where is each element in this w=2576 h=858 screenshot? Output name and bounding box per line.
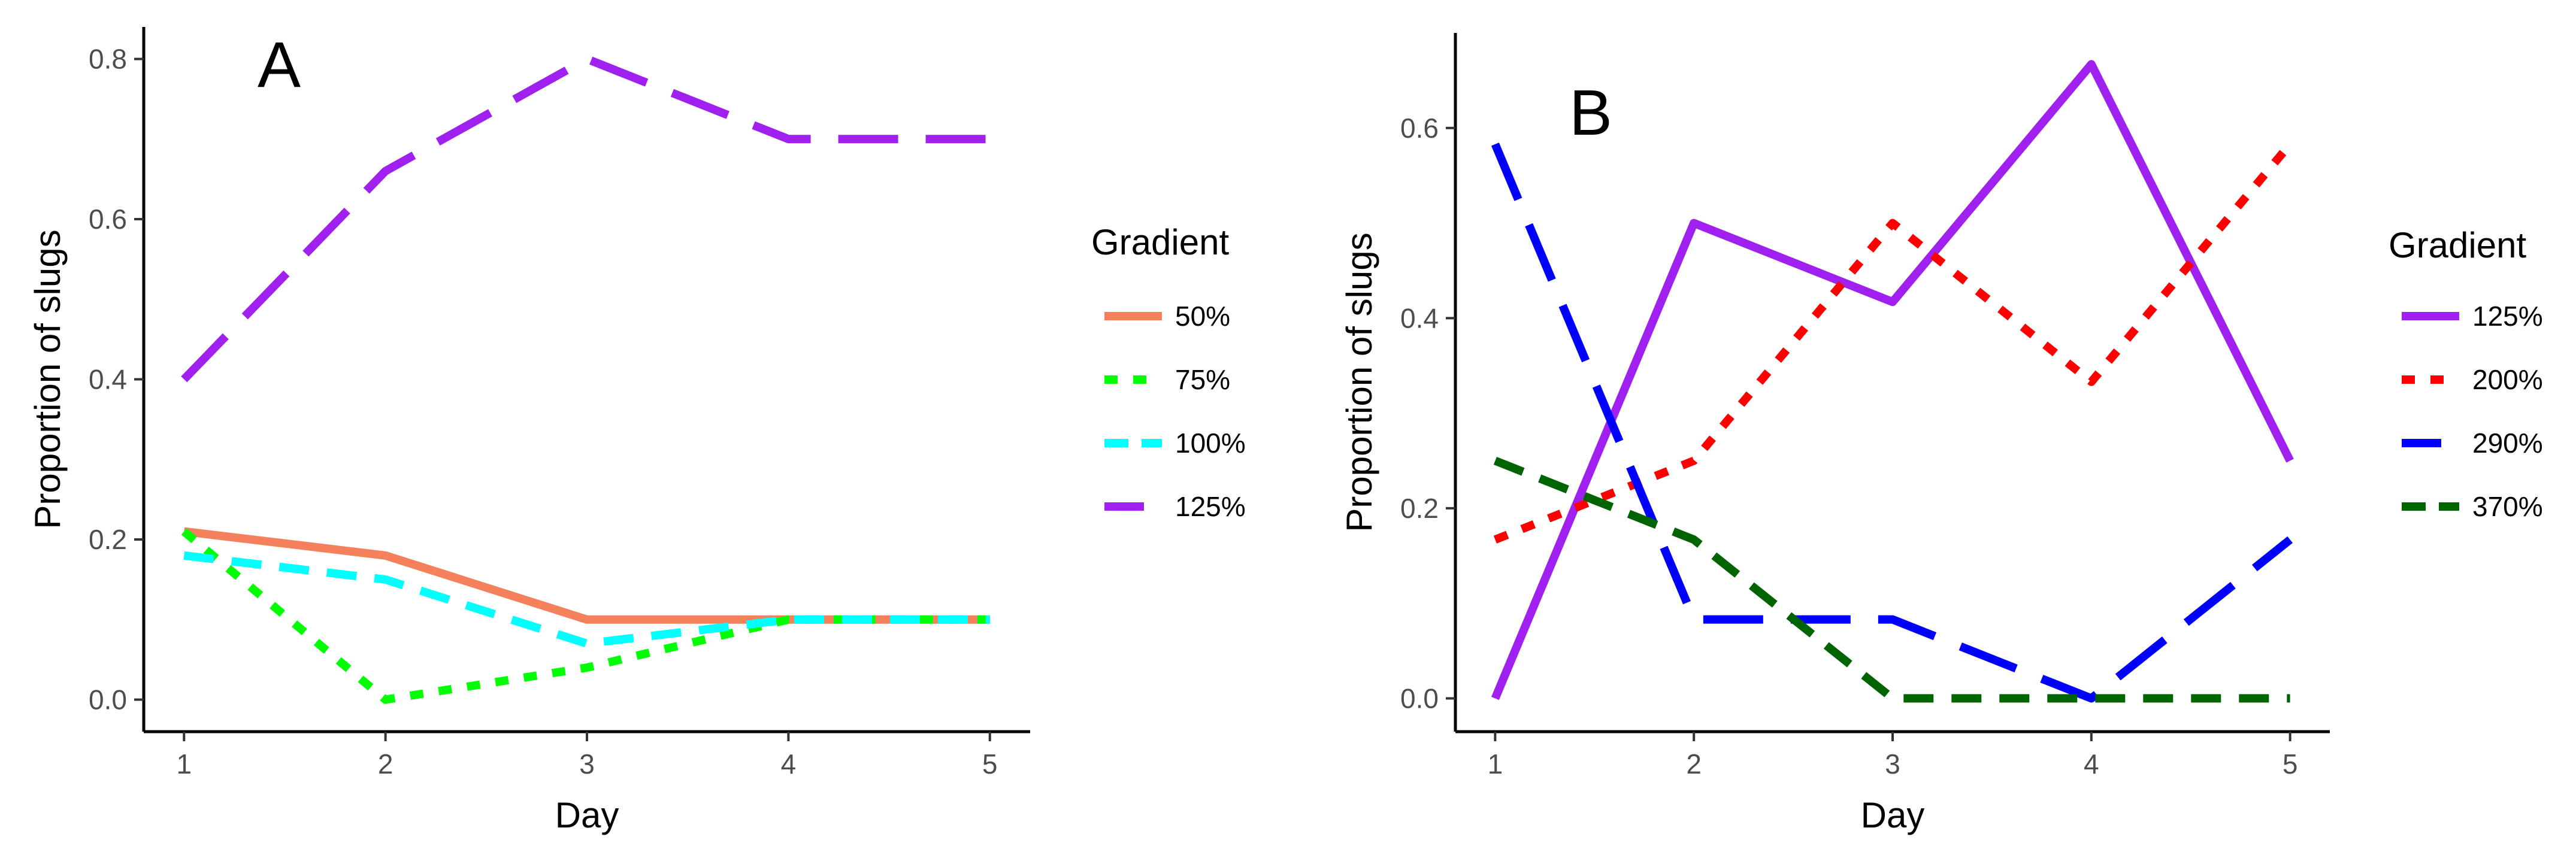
legend-label: 100%: [1175, 428, 1246, 459]
legend-label: 125%: [1175, 491, 1246, 522]
series-line-100pct: [183, 551, 990, 648]
panel-label: B: [1569, 76, 1612, 148]
legend-label: 290%: [2472, 428, 2543, 459]
panel-b: 0.0 0.2 0.4 0.6 1 2 3 4 5 Day Proportion of slugs B…: [1339, 33, 2543, 835]
series-line-125pct: [1491, 60, 2294, 701]
series-line-290pct: [1491, 143, 2293, 703]
legend-label: 75%: [1175, 364, 1230, 395]
x-tick-label: 4: [2084, 748, 2099, 780]
series-line-200pct: [1493, 141, 2293, 544]
series-line-125pct: [181, 54, 990, 383]
x-axis-title: Day: [1861, 795, 1925, 835]
x-tick-label: 1: [176, 748, 192, 780]
x-tick-label: 4: [781, 748, 797, 780]
y-axis-title: Proportion of slugs: [28, 229, 68, 529]
series-line-370pct: [1493, 456, 2290, 703]
x-tick-label: 2: [1686, 748, 1702, 780]
y-tick-label: 0.2: [1400, 493, 1439, 524]
x-axis-title: Day: [555, 795, 619, 835]
legend-title: Gradient: [1091, 222, 1229, 262]
y-tick-label: 0.6: [89, 204, 127, 235]
legend-label: 200%: [2472, 364, 2543, 395]
panel-label: A: [258, 28, 301, 101]
y-tick-label: 0.0: [89, 684, 127, 715]
x-tick-label: 3: [1885, 748, 1900, 780]
panel-a: 0.0 0.2 0.4 0.6 0.8 1 2 3 4 5 Day Proportion of slu…: [28, 27, 1246, 835]
y-tick-label: 0.6: [1400, 113, 1439, 144]
x-tick-label: 5: [982, 748, 998, 780]
legend-label: 125%: [2472, 301, 2543, 332]
series-line-50pct: [183, 527, 990, 624]
x-tick-label: 2: [378, 748, 393, 780]
legend-label: 370%: [2472, 491, 2543, 522]
x-tick-label: 1: [1488, 748, 1503, 780]
y-tick-label: 0.2: [89, 524, 127, 555]
y-tick-label: 0.8: [89, 44, 127, 75]
legend-title: Gradient: [2389, 225, 2526, 265]
y-axis-title: Proportion of slugs: [1339, 232, 1379, 532]
y-tick-label: 0.4: [89, 364, 127, 395]
y-tick-label: 0.0: [1400, 683, 1439, 714]
x-tick-label: 3: [579, 748, 595, 780]
legend-label: 50%: [1175, 301, 1230, 332]
series-line-75pct: [181, 528, 990, 704]
x-tick-label: 5: [2283, 748, 2298, 780]
y-tick-label: 0.4: [1400, 302, 1439, 334]
